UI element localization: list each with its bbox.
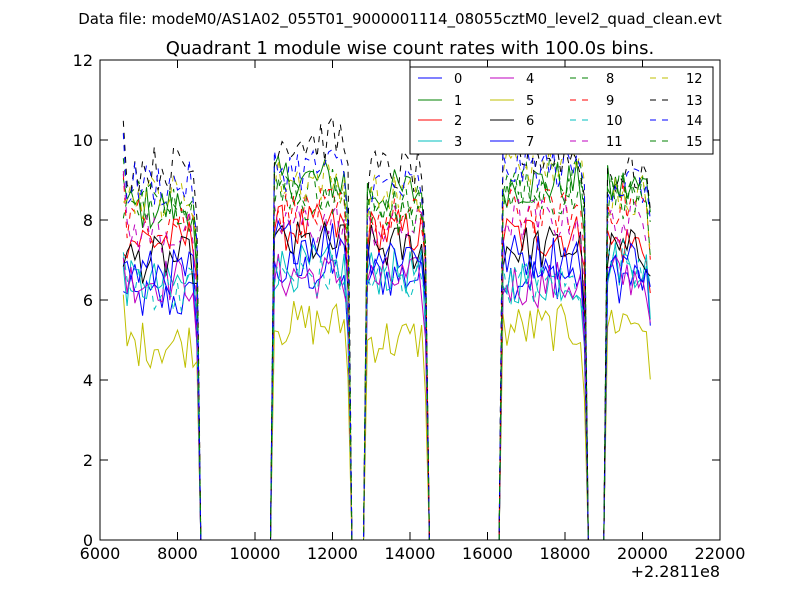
y-tick-label: 8 <box>83 211 93 230</box>
series-line-3 <box>122 242 651 541</box>
chart-title: Quadrant 1 module wise count rates with … <box>166 38 655 59</box>
x-tick-label: 18000 <box>540 544 591 563</box>
series-line-14 <box>122 133 651 541</box>
x-tick-label: 12000 <box>307 544 358 563</box>
x-tick-label: 6000 <box>80 544 121 563</box>
legend-label-0: 0 <box>454 72 462 87</box>
series-line-6 <box>122 220 651 541</box>
legend-label-2: 2 <box>454 114 462 129</box>
x-tick-label: 22000 <box>695 544 746 563</box>
x-tick-label: 8000 <box>157 544 198 563</box>
legend-label-10: 10 <box>606 114 623 129</box>
series-line-5 <box>122 294 651 541</box>
legend-label-3: 3 <box>454 135 462 150</box>
x-tick-label: 10000 <box>230 544 281 563</box>
legend-label-11: 11 <box>606 135 623 150</box>
legend-label-1: 1 <box>454 94 462 109</box>
x-tick-label: 20000 <box>617 544 668 563</box>
x-tick-label: 14000 <box>385 544 436 563</box>
series-line-2 <box>122 202 651 541</box>
legend-label-15: 15 <box>686 135 703 150</box>
y-tick-label: 4 <box>83 371 93 390</box>
legend-label-8: 8 <box>606 72 614 87</box>
y-tick-label: 10 <box>73 131 93 150</box>
series-line-10 <box>122 239 651 541</box>
y-tick-label: 0 <box>83 531 93 550</box>
y-tick-label: 12 <box>73 51 93 70</box>
legend-label-7: 7 <box>526 135 534 150</box>
series-line-4 <box>122 253 651 541</box>
series-line-8 <box>122 157 651 541</box>
plot-lines <box>122 115 651 541</box>
series-line-11 <box>122 170 651 541</box>
chart-suptitle: Data file: modeM0/AS1A02_055T01_90000011… <box>78 10 722 29</box>
legend-label-6: 6 <box>526 114 534 129</box>
legend-label-4: 4 <box>526 72 534 87</box>
x-offset-label: +2.2811e8 <box>631 562 720 581</box>
series-line-15 <box>122 171 651 541</box>
y-tick-label: 2 <box>83 451 93 470</box>
legend-label-12: 12 <box>686 72 703 87</box>
series-line-9 <box>122 173 651 541</box>
series-line-1 <box>122 154 651 541</box>
x-tick-label: 16000 <box>462 544 513 563</box>
legend-label-5: 5 <box>526 94 534 109</box>
legend-label-9: 9 <box>606 94 614 109</box>
legend-box <box>409 66 714 155</box>
series-line-0 <box>123 249 651 541</box>
legend-label-13: 13 <box>686 94 703 109</box>
legend-label-14: 14 <box>686 114 703 129</box>
y-tick-label: 6 <box>83 291 93 310</box>
series-line-7 <box>122 219 651 541</box>
series-line-12 <box>123 143 651 541</box>
